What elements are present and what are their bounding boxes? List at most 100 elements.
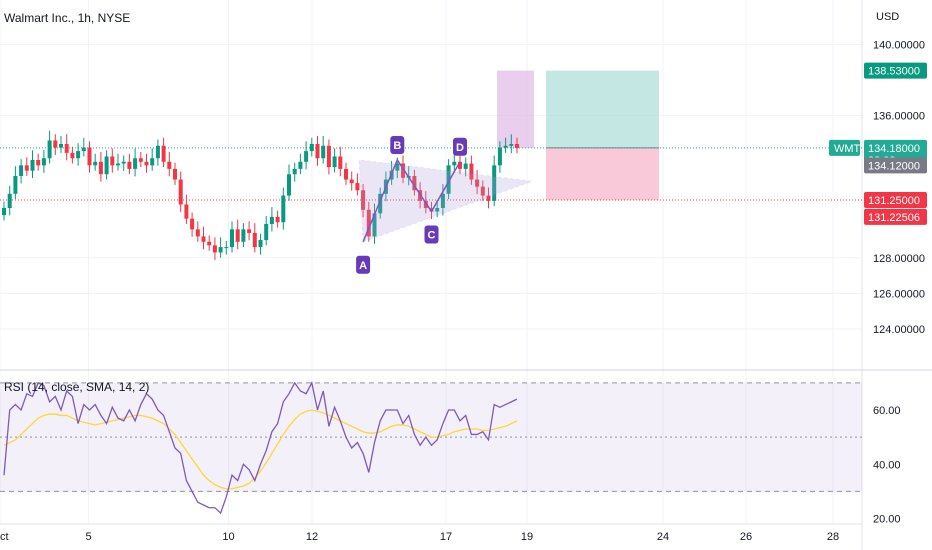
candle-body-42: [241, 229, 246, 242]
candle-body-30: [173, 168, 177, 180]
time-tick-1: 5: [85, 531, 91, 543]
candle-body-66: [378, 193, 383, 214]
candle-body-58: [332, 156, 337, 168]
candle-body-31: [178, 179, 183, 205]
candle-body-57: [326, 145, 331, 168]
rsi-tick-2: 60.00: [873, 405, 901, 417]
time-tick-8: 28: [827, 531, 839, 543]
candle-body-33: [190, 218, 195, 230]
rsi-ma-line: [3, 409, 518, 490]
candle-body-11: [64, 144, 69, 153]
candle-body-89: [509, 144, 514, 146]
price-tag-bg-2: [864, 157, 927, 174]
price-tag-bg-3: [864, 192, 927, 208]
candle-body-83: [475, 179, 480, 187]
time-tick-7: 26: [740, 531, 752, 543]
candle-body-19: [110, 156, 115, 166]
rsi-tick-1: 40.00: [873, 459, 901, 471]
candle-body-44: [252, 232, 257, 248]
candle-body-2: [13, 176, 18, 194]
price-tick-1: 126.00000: [873, 288, 925, 300]
candle-body-65: [372, 213, 377, 237]
candle-body-37: [212, 245, 217, 253]
candle-body-86: [492, 165, 497, 201]
rsi-line: [3, 380, 518, 515]
candle-body-34: [195, 229, 200, 237]
candle-body-85: [486, 195, 491, 201]
candle-body-20: [116, 163, 120, 166]
price-tick-0: 124.00000: [873, 324, 925, 336]
candle-body-32: [184, 204, 189, 219]
candle-body-51: [292, 168, 297, 175]
candle-body-13: [76, 151, 81, 159]
candle-body-64: [366, 209, 371, 237]
time-tick-2: 10: [222, 531, 234, 543]
rsi-tick-0: 20.00: [873, 514, 901, 526]
candle-body-6: [36, 160, 41, 166]
pattern-point-label-A: A: [359, 260, 367, 272]
pattern-point-label-D: D: [456, 142, 464, 154]
candle-body-17: [98, 161, 103, 175]
candle-body-3: [19, 165, 24, 176]
candle-body-52: [298, 161, 303, 169]
pattern-point-badge-D: [453, 137, 467, 156]
candle-body-21: [121, 161, 126, 164]
time-tick-6: 24: [657, 531, 669, 543]
candle-body-88: [503, 145, 508, 148]
pattern-point-badge-C: [424, 225, 439, 244]
candle-body-50: [287, 174, 291, 196]
abcd-pattern-line: [362, 158, 461, 243]
pattern-point-label-C: C: [428, 230, 436, 242]
time-tick-3: 12: [306, 531, 318, 543]
price-tag-bg-0: [864, 62, 927, 79]
candle-body-82: [469, 163, 474, 180]
candle-body-60: [344, 168, 348, 180]
symbol-badge: WMT: [834, 143, 861, 155]
candle-body-18: [104, 156, 109, 175]
price-tick-2: 128.00000: [873, 253, 925, 265]
candle-body-90: [515, 144, 519, 148]
price-tag-1: 134.18000: [868, 143, 920, 155]
candle-body-76: [435, 208, 440, 212]
candle-body-78: [446, 165, 451, 194]
candle-body-7: [41, 158, 46, 166]
date-price-range-box: [497, 70, 534, 148]
price-tick-3: 136.00000: [873, 111, 925, 123]
long-position-stop-zone: [546, 147, 659, 200]
candle-body-74: [423, 200, 428, 208]
candle-body-4: [24, 165, 29, 171]
time-tick-0: ct: [0, 531, 9, 543]
candle-body-81: [463, 163, 468, 169]
price-tag-0: 138.53000: [868, 66, 920, 78]
price-tag-3: 131.25000: [868, 195, 920, 207]
candle-body-48: [275, 216, 280, 223]
price-tick-4: 140.00000: [873, 39, 925, 51]
candle-body-54: [309, 144, 314, 152]
candle-body-15: [87, 147, 92, 166]
candle-body-16: [93, 161, 98, 166]
candle-body-10: [59, 144, 63, 148]
pattern-point-label-B: B: [393, 140, 401, 152]
candle-body-77: [440, 193, 445, 208]
candle-body-40: [230, 229, 234, 248]
candle-body-28: [161, 145, 166, 162]
candle-body-55: [315, 144, 320, 159]
candle-body-39: [224, 247, 229, 249]
candle-body-47: [269, 216, 274, 224]
price-tag-4: 131.22506: [868, 212, 920, 224]
triangle-pattern: [358, 159, 533, 243]
symbol-badge-bg: [829, 139, 860, 156]
candle-body-36: [207, 241, 212, 246]
candle-body-41: [235, 229, 240, 242]
candle-body-70: [401, 163, 405, 178]
candle-body-61: [349, 179, 354, 184]
candle-body-75: [429, 208, 434, 212]
candle-body-25: [144, 161, 149, 166]
candle-body-79: [452, 161, 457, 166]
candle-body-1: [7, 193, 12, 208]
rsi-title: RSI (14, close, SMA, 14, 2): [4, 380, 149, 394]
candle-body-8: [47, 140, 52, 159]
candle-body-63: [361, 190, 366, 210]
